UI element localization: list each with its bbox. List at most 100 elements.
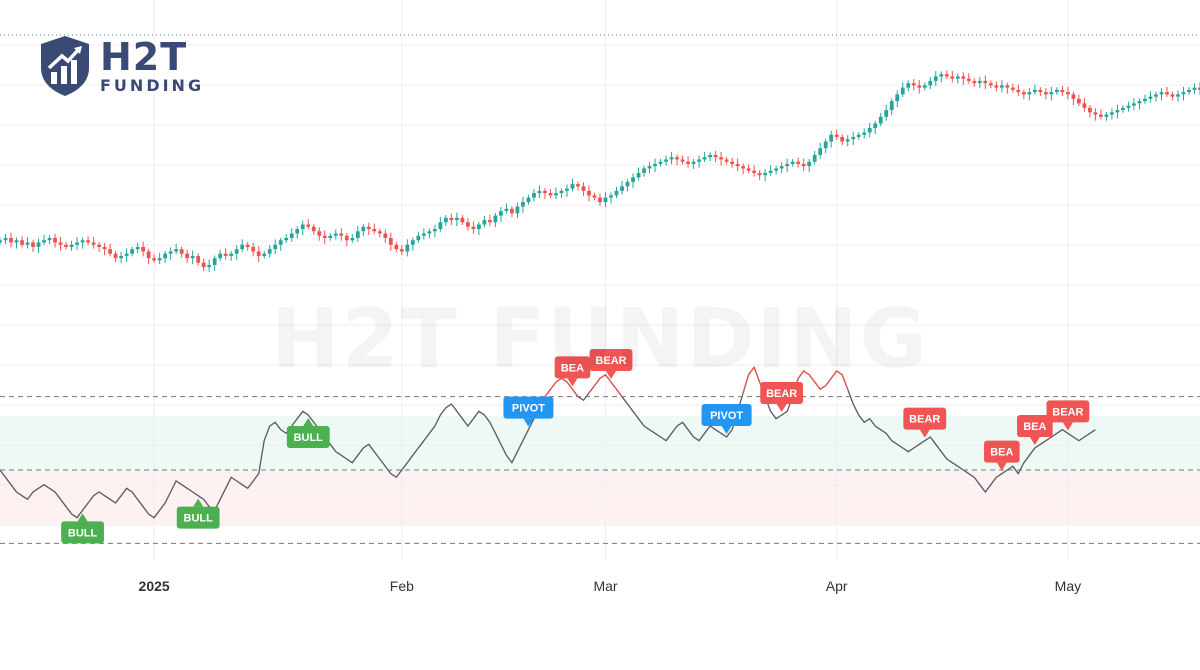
candle <box>647 162 652 174</box>
signal-bear-label: BEA <box>984 440 1020 471</box>
candle <box>322 230 327 245</box>
signal-text: PIVOT <box>710 410 743 422</box>
candle <box>333 229 338 240</box>
candle <box>1198 82 1200 95</box>
candle <box>1148 91 1153 103</box>
candle <box>124 248 129 263</box>
candle <box>642 165 646 177</box>
candle <box>135 242 140 254</box>
candle <box>471 221 476 234</box>
candle <box>1192 83 1197 94</box>
candle <box>399 245 404 256</box>
candle <box>598 193 602 206</box>
brand-name: H2T <box>100 35 188 79</box>
candle <box>917 80 922 94</box>
candle <box>119 251 124 264</box>
candle <box>939 71 944 83</box>
candle <box>361 224 366 237</box>
candle <box>366 222 371 236</box>
candle <box>845 135 850 147</box>
brand-tagline: FUNDING <box>100 76 205 95</box>
candle <box>25 237 30 249</box>
candle <box>675 154 679 166</box>
candle <box>631 173 635 188</box>
candle <box>757 170 762 181</box>
signal-bear-label: BEAR <box>589 349 633 379</box>
candle <box>185 249 190 264</box>
candle <box>1088 105 1092 118</box>
candle <box>554 187 558 200</box>
signal-pivot-label: PIVOT <box>503 396 554 427</box>
signal-bear-label: BEAR <box>903 407 947 438</box>
candle <box>1071 91 1076 105</box>
candle <box>86 236 90 246</box>
candle <box>532 189 536 202</box>
x-tick-label: May <box>1055 578 1081 594</box>
candle <box>680 155 685 165</box>
candle <box>1005 82 1010 94</box>
candle <box>1181 86 1186 101</box>
candle <box>449 213 454 225</box>
candle <box>565 184 569 197</box>
candle <box>570 178 575 192</box>
candle <box>1165 86 1169 98</box>
signal-bear-label: BEAR <box>1046 400 1090 431</box>
candle <box>454 212 459 227</box>
candle <box>499 207 503 222</box>
candle <box>1159 88 1164 101</box>
candle <box>273 239 278 255</box>
candle <box>163 251 168 264</box>
candle <box>201 258 206 271</box>
candle <box>636 167 641 181</box>
candle <box>190 250 195 265</box>
candle <box>1076 94 1081 107</box>
signal-text: BEA <box>561 362 584 374</box>
candle <box>1121 105 1125 113</box>
candle <box>9 232 13 248</box>
candle <box>988 80 993 89</box>
x-tick-label: Feb <box>390 578 414 594</box>
candle <box>620 180 624 195</box>
candle <box>58 237 63 251</box>
candle <box>207 259 212 273</box>
candle <box>267 245 272 258</box>
x-tick-label: Apr <box>826 578 848 594</box>
candle <box>746 164 751 174</box>
candle <box>36 238 41 254</box>
candle <box>64 242 68 250</box>
candle <box>443 215 448 227</box>
candle <box>20 236 24 248</box>
candle <box>961 72 966 85</box>
candle <box>521 196 525 213</box>
candle <box>69 240 74 251</box>
candle <box>559 188 564 199</box>
candle <box>130 246 135 257</box>
candle <box>1093 108 1098 121</box>
candle <box>438 216 443 232</box>
candle <box>223 248 228 260</box>
candle <box>829 130 834 148</box>
candle <box>686 156 690 168</box>
candle <box>906 80 911 92</box>
candle <box>818 142 823 159</box>
candle <box>394 242 399 252</box>
candle <box>928 76 933 90</box>
candle <box>785 158 790 173</box>
candle <box>1027 88 1032 101</box>
candle <box>432 224 437 238</box>
candle <box>47 235 52 245</box>
candle <box>812 150 817 165</box>
candle <box>983 75 988 90</box>
candle <box>416 231 421 243</box>
candle <box>1054 87 1059 95</box>
candle <box>834 129 839 140</box>
candle <box>355 225 360 242</box>
candle <box>944 70 949 80</box>
candle <box>1137 98 1142 110</box>
candle <box>251 242 256 257</box>
signal-bear-label: BEA <box>1017 415 1053 445</box>
candle <box>576 181 580 191</box>
candle <box>350 233 355 243</box>
candle <box>1187 87 1191 95</box>
